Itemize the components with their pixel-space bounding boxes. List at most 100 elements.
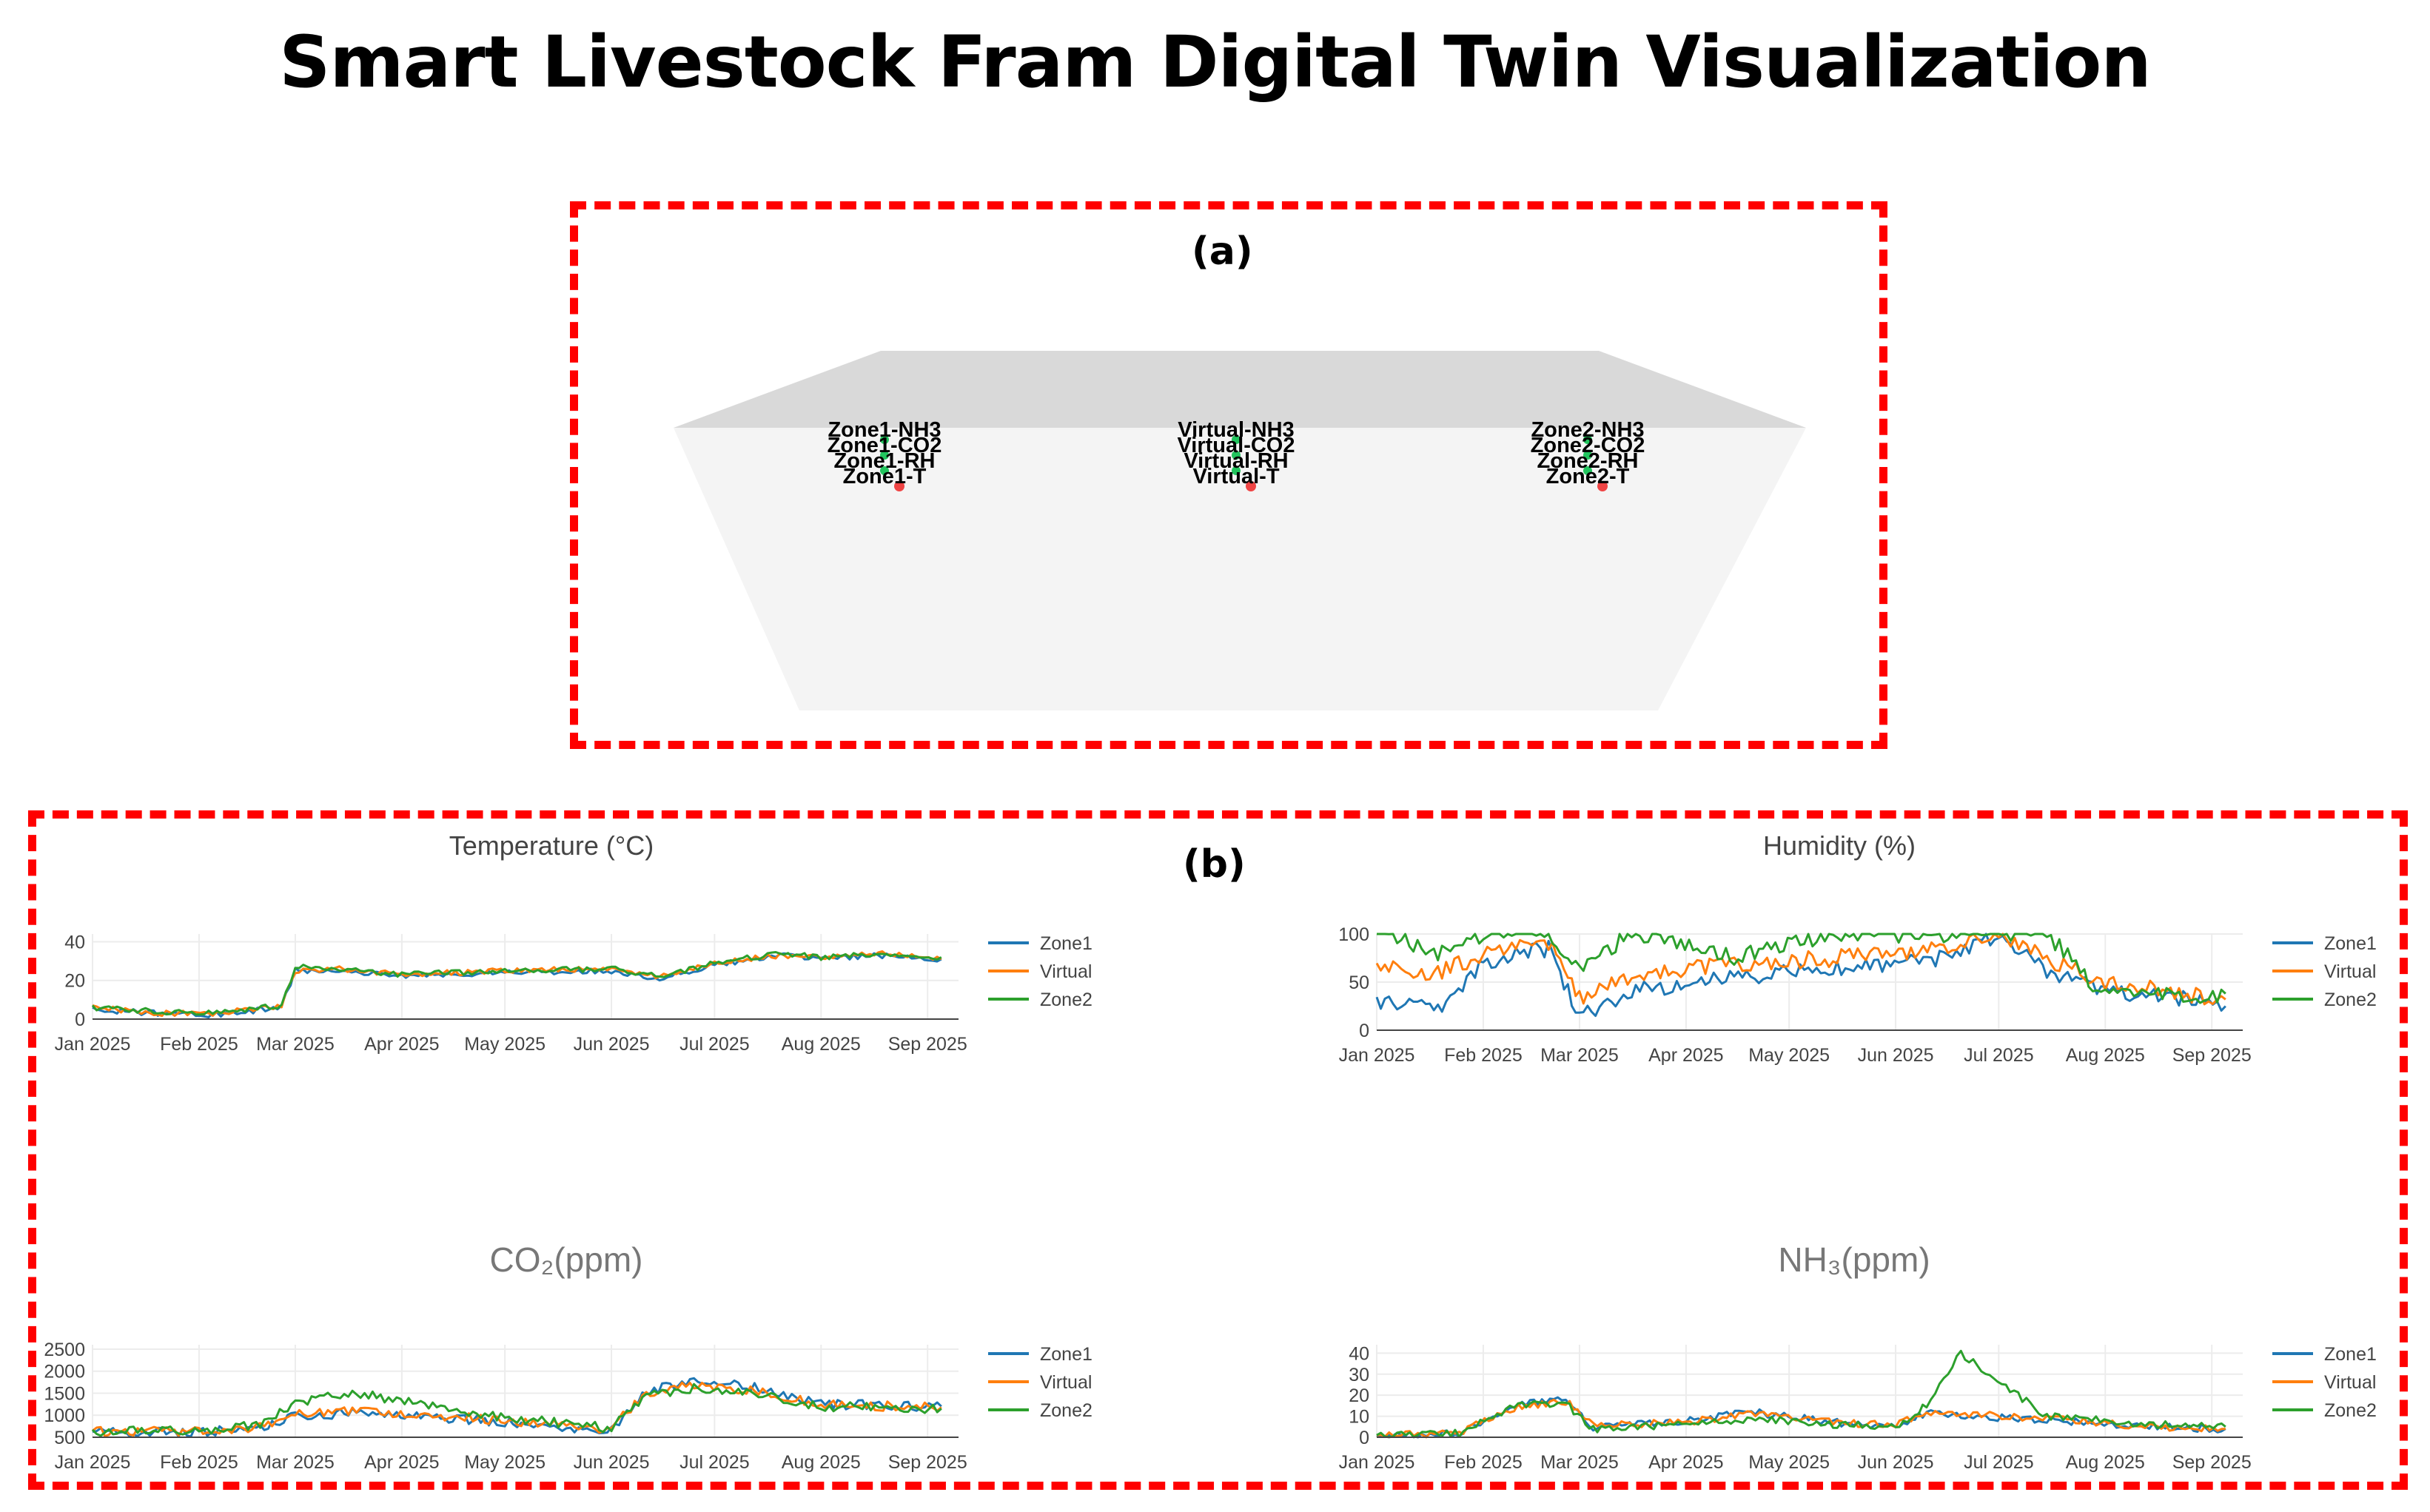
- panel-b-label: (b): [1183, 842, 1246, 887]
- legend-label-virtual[interactable]: Virtual: [2324, 961, 2376, 982]
- sensor-label-virtual-3: Virtual-T: [1192, 465, 1279, 488]
- x-tick-label: Jun 2025: [1858, 1045, 1934, 1066]
- x-tick-label: Aug 2025: [2066, 1452, 2145, 1473]
- panel-a-highlight-box: [570, 201, 1887, 749]
- sensor-marker-zone2-3[interactable]: [1597, 481, 1608, 491]
- x-tick-label: Aug 2025: [2066, 1045, 2145, 1066]
- series-line-zone2[interactable]: [91, 1382, 942, 1437]
- y-tick-label: 40: [1349, 1343, 1369, 1364]
- x-tick-label: Jul 2025: [679, 1452, 750, 1473]
- panel-b-highlight-box: [28, 810, 2408, 1490]
- sensor-label-zone1-1: Zone1-CO2: [828, 434, 942, 457]
- legend-label-zone2[interactable]: Zone2: [2324, 989, 2377, 1010]
- y-tick-label: 10: [1349, 1407, 1369, 1428]
- series-line-zone1[interactable]: [1375, 933, 2226, 1018]
- series-line-virtual[interactable]: [1375, 933, 2226, 1006]
- x-tick-label: Jun 2025: [1858, 1452, 1934, 1473]
- x-tick-label: Jun 2025: [574, 1034, 650, 1055]
- y-tick-label: 1500: [44, 1383, 85, 1404]
- series-line-zone2[interactable]: [1377, 933, 2226, 1004]
- legend-label-zone1[interactable]: Zone1: [1040, 1344, 1093, 1365]
- legend-label-zone1[interactable]: Zone1: [2324, 933, 2377, 954]
- panel-a-label: (a): [1192, 229, 1253, 274]
- x-tick-label: Sep 2025: [2172, 1045, 2252, 1066]
- legend-label-virtual[interactable]: Virtual: [1040, 1372, 1092, 1393]
- x-tick-label: Feb 2025: [1444, 1452, 1523, 1473]
- y-tick-label: 0: [75, 1009, 85, 1030]
- sensor-marker-virtual-0[interactable]: [1232, 435, 1241, 444]
- sensor-label-zone1-0: Zone1-NH3: [828, 418, 941, 442]
- x-tick-label: Jan 2025: [55, 1452, 131, 1473]
- sensor-label-zone1-3: Zone1-T: [843, 465, 927, 488]
- x-tick-label: Apr 2025: [364, 1452, 439, 1473]
- x-tick-label: Mar 2025: [1540, 1045, 1619, 1066]
- y-tick-label: 500: [54, 1428, 85, 1448]
- sensor-marker-zone1-0[interactable]: [880, 435, 889, 444]
- temperature-chart[interactable]: Jan 2025 Feb 2025 Mar 2025 Apr 2025 May 2025…: [30, 918, 1184, 1066]
- co2-chart-title: CO₂(ppm): [489, 1240, 643, 1279]
- sensor-marker-zone1-2[interactable]: [880, 466, 889, 475]
- page-title: Smart Livestock Fram Digital Twin Visual…: [279, 21, 2151, 104]
- y-tick-label: 30: [1349, 1365, 1369, 1385]
- x-tick-label: Sep 2025: [2172, 1452, 2252, 1473]
- legend-label-zone2[interactable]: Zone2: [2324, 1400, 2377, 1421]
- y-tick-label: 0: [1359, 1428, 1369, 1448]
- nh3-chart[interactable]: Jan 2025 Feb 2025 Mar 2025 Apr 2025 May 2025…: [1318, 1328, 2398, 1480]
- x-tick-label: Apr 2025: [364, 1034, 439, 1055]
- sensor-marker-zone1-1[interactable]: [880, 451, 889, 460]
- series-line-zone1[interactable]: [92, 952, 942, 1018]
- chart-gridlines: [1376, 933, 2243, 1031]
- legend-label-virtual[interactable]: Virtual: [1040, 961, 1092, 982]
- y-tick-label: 0: [1359, 1021, 1369, 1041]
- legend-label-zone1[interactable]: Zone1: [1040, 933, 1093, 954]
- x-tick-label: May 2025: [1748, 1452, 1830, 1473]
- y-tick-label: 40: [64, 932, 85, 952]
- x-tick-label: Feb 2025: [160, 1452, 238, 1473]
- x-tick-label: Jun 2025: [574, 1452, 650, 1473]
- x-tick-label: Mar 2025: [256, 1034, 335, 1055]
- series-line-virtual[interactable]: [92, 950, 942, 1018]
- sensor-marker-zone2-0[interactable]: [1583, 435, 1592, 444]
- sensor-marker-virtual-1[interactable]: [1232, 451, 1241, 460]
- humidity-chart[interactable]: Jan 2025 Feb 2025 Mar 2025 Apr 2025 May 2025…: [1318, 918, 2398, 1066]
- series-line-zone2[interactable]: [1376, 1349, 2226, 1439]
- series-line-zone2[interactable]: [91, 951, 942, 1016]
- x-tick-label: Mar 2025: [1540, 1452, 1619, 1473]
- x-tick-label: Jan 2025: [1339, 1452, 1415, 1473]
- series-line-virtual[interactable]: [1376, 1398, 2226, 1439]
- x-tick-label: Mar 2025: [256, 1452, 335, 1473]
- sensor-label-zone2-1: Zone2-CO2: [1531, 434, 1645, 457]
- x-tick-label: Jan 2025: [55, 1034, 131, 1055]
- series-line-zone1[interactable]: [1376, 1396, 2226, 1439]
- legend-label-zone2[interactable]: Zone2: [1040, 1400, 1093, 1421]
- legend-label-virtual[interactable]: Virtual: [2324, 1372, 2376, 1393]
- x-tick-label: Apr 2025: [1648, 1045, 1723, 1066]
- y-tick-label: 2500: [44, 1340, 85, 1360]
- x-tick-label: Jul 2025: [1964, 1045, 2034, 1066]
- sensor-marker-virtual-2[interactable]: [1232, 466, 1241, 475]
- sensor-label-zone2-3: Zone2-T: [1546, 465, 1630, 488]
- x-tick-label: Aug 2025: [782, 1452, 861, 1473]
- sensor-label-virtual-0: Virtual-NH3: [1178, 418, 1294, 442]
- x-tick-label: Jul 2025: [679, 1034, 750, 1055]
- sensor-marker-zone1-3[interactable]: [894, 481, 904, 491]
- sensor-marker-zone2-2[interactable]: [1583, 466, 1592, 475]
- x-tick-label: Feb 2025: [1444, 1045, 1523, 1066]
- y-tick-label: 20: [64, 971, 85, 992]
- nh3-chart-title: NH₃(ppm): [1778, 1240, 1930, 1279]
- sensor-marker-virtual-3[interactable]: [1246, 481, 1256, 491]
- legend-label-zone1[interactable]: Zone1: [2324, 1344, 2377, 1365]
- series-line-zone1[interactable]: [92, 1377, 942, 1438]
- co2-chart[interactable]: Jan 2025 Feb 2025 Mar 2025 Apr 2025 May 2025…: [30, 1328, 1184, 1480]
- sensor-label-zone2-2: Zone2-RH: [1537, 449, 1639, 473]
- x-tick-label: Feb 2025: [160, 1034, 238, 1055]
- x-tick-label: Apr 2025: [1648, 1452, 1723, 1473]
- temperature-chart-title: Temperature (°C): [449, 830, 654, 861]
- sensor-marker-zone2-1[interactable]: [1583, 451, 1592, 460]
- x-tick-label: Sep 2025: [888, 1034, 967, 1055]
- legend-label-zone2[interactable]: Zone2: [1040, 989, 1093, 1010]
- x-tick-label: Aug 2025: [782, 1034, 861, 1055]
- humidity-chart-title: Humidity (%): [1762, 830, 1916, 861]
